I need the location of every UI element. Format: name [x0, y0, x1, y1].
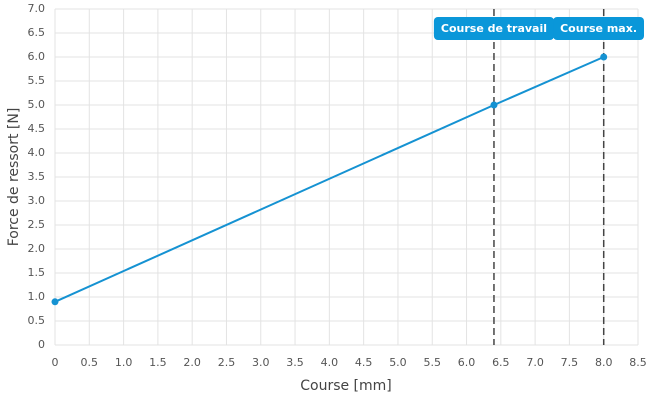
x-tick-label: 5.5 — [423, 356, 441, 369]
annotation-label: Course max. — [560, 22, 637, 35]
y-tick-label: 4.0 — [28, 146, 46, 159]
annotation-label: Course de travail — [441, 22, 547, 35]
y-tick-label: 5.0 — [28, 98, 46, 111]
x-tick-label: 2.5 — [218, 356, 236, 369]
x-tick-label: 4.5 — [355, 356, 373, 369]
x-tick-label: 8.5 — [629, 356, 647, 369]
y-tick-label: 4.5 — [28, 122, 46, 135]
y-tick-label: 3.0 — [28, 194, 46, 207]
x-tick-label: 6.5 — [492, 356, 510, 369]
x-tick-label: 4.0 — [321, 356, 339, 369]
y-axis-title: Force de ressort [N] — [6, 108, 22, 247]
y-tick-label: 1.5 — [28, 266, 46, 279]
x-tick-label: 7.0 — [526, 356, 544, 369]
y-tick-label: 0.5 — [28, 314, 46, 327]
x-tick-label: 7.5 — [561, 356, 579, 369]
y-tick-label: 5.5 — [28, 74, 46, 87]
data-point — [51, 298, 59, 306]
x-tick-label: 3.5 — [286, 356, 304, 369]
y-tick-label: 2.0 — [28, 242, 46, 255]
x-tick-label: 8.0 — [595, 356, 613, 369]
y-tick-label: 3.5 — [28, 170, 46, 183]
x-tick-label: 6.0 — [458, 356, 476, 369]
x-tick-label: 0 — [52, 356, 59, 369]
x-tick-label: 1.5 — [149, 356, 167, 369]
y-tick-label: 7.0 — [28, 2, 46, 15]
x-tick-label: 2.0 — [183, 356, 201, 369]
x-tick-label: 0.5 — [81, 356, 99, 369]
y-tick-label: 6.5 — [28, 26, 46, 39]
x-tick-label: 3.0 — [252, 356, 270, 369]
x-axis-title: Course [mm] — [300, 378, 392, 394]
y-tick-label: 6.0 — [28, 50, 46, 63]
x-tick-label: 5.0 — [389, 356, 407, 369]
annotation-box — [433, 17, 555, 40]
x-tick-label: 1.0 — [115, 356, 133, 369]
y-tick-label: 2.5 — [28, 218, 46, 231]
data-point — [600, 53, 608, 61]
data-point — [490, 101, 498, 109]
annotation-box — [553, 17, 644, 40]
y-tick-label: 1.0 — [28, 290, 46, 303]
y-tick-label: 0 — [38, 338, 45, 351]
